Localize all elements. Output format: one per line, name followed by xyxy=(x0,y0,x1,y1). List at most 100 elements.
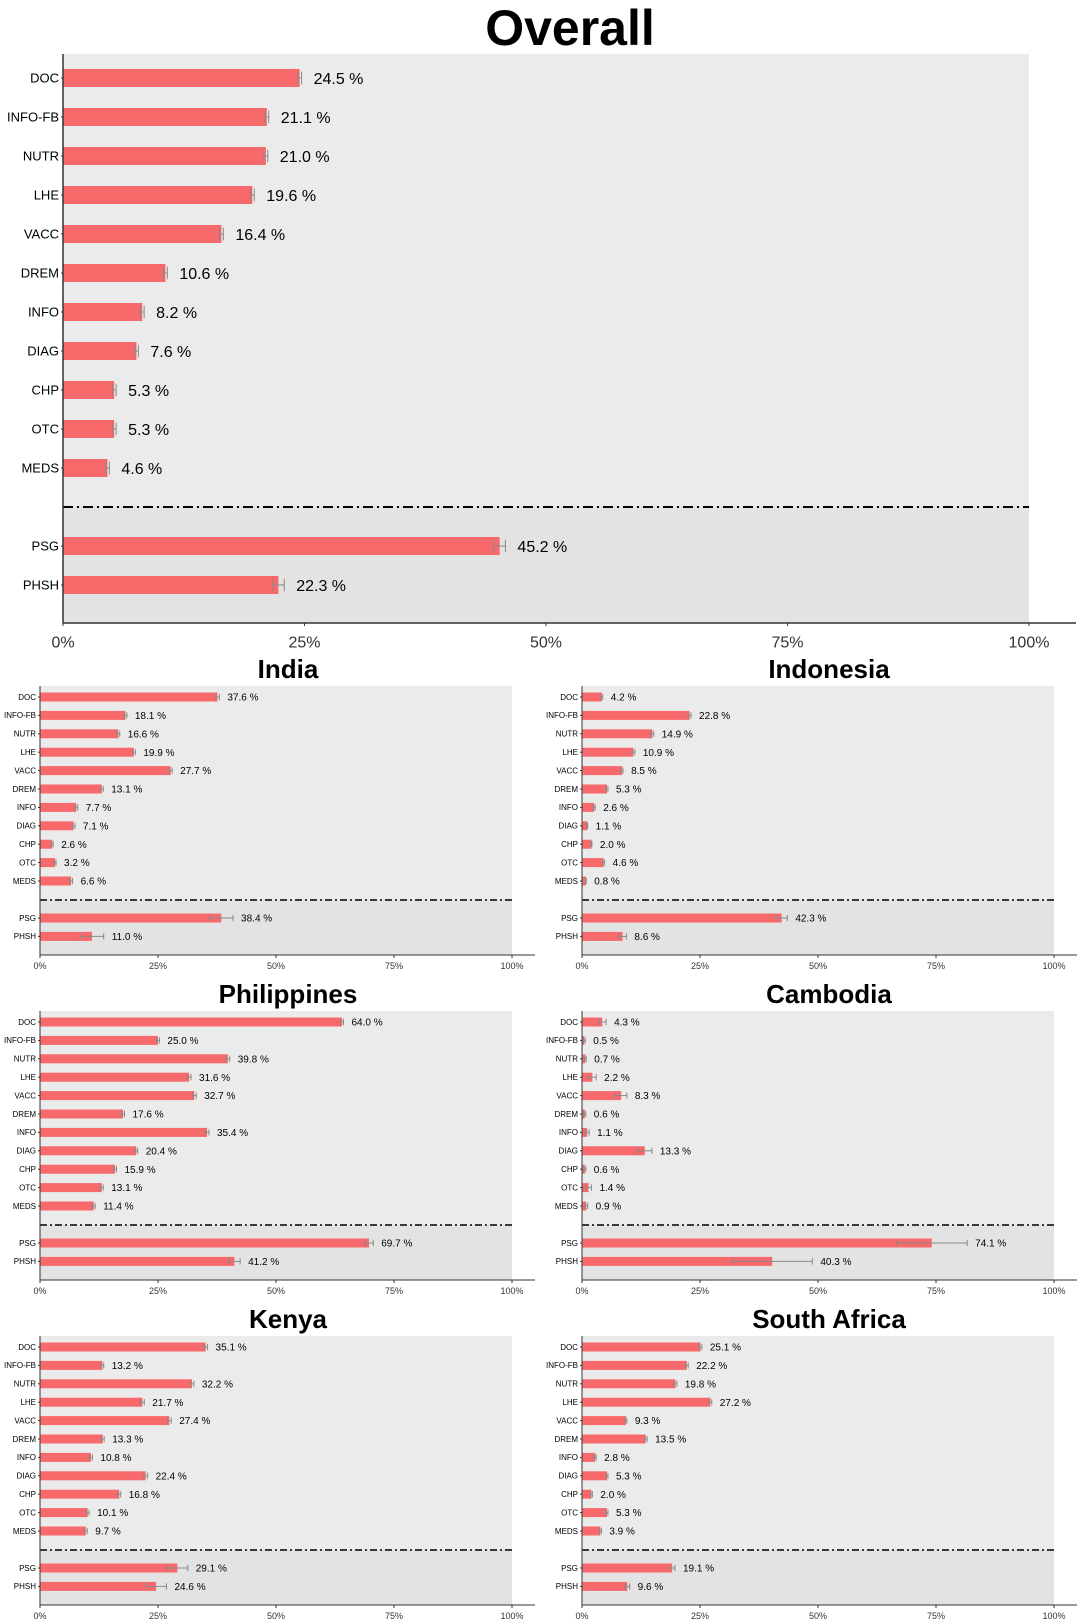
x-tick-label: 25% xyxy=(288,635,320,652)
panel-background-lower xyxy=(582,900,1054,955)
data-label: 38.4 % xyxy=(241,914,272,925)
bar xyxy=(582,1397,711,1407)
data-label: 2.6 % xyxy=(61,840,87,851)
panel-background-lower xyxy=(40,900,512,955)
chart-title: Cambodia xyxy=(766,979,892,1009)
bar xyxy=(582,839,592,849)
category-label: VACC xyxy=(14,766,36,775)
category-label: NUTR xyxy=(14,1380,36,1389)
bar xyxy=(582,1072,593,1082)
data-label: 27.2 % xyxy=(720,1398,751,1409)
data-label: 13.1 % xyxy=(111,1183,142,1194)
data-label: 1.1 % xyxy=(597,1128,623,1139)
data-label: 16.8 % xyxy=(129,1490,160,1501)
x-tick-label: 100% xyxy=(1042,961,1065,971)
x-tick-label: 25% xyxy=(691,961,709,971)
bar xyxy=(40,1379,192,1389)
data-label: 13.3 % xyxy=(660,1146,691,1157)
bar xyxy=(582,1017,603,1027)
data-label: 24.5 % xyxy=(314,71,364,88)
data-label: 40.3 % xyxy=(820,1257,851,1268)
data-label: 21.0 % xyxy=(280,149,330,166)
x-tick-label: 50% xyxy=(809,1286,827,1296)
data-label: 5.3 % xyxy=(616,785,642,796)
category-label: MEDS xyxy=(21,461,59,476)
x-tick-label: 0% xyxy=(33,961,46,971)
data-label: 8.2 % xyxy=(156,305,197,322)
bar xyxy=(582,1434,646,1444)
x-tick-label: 0% xyxy=(575,1611,588,1621)
data-label: 19.6 % xyxy=(266,188,316,205)
chart-title: Overall xyxy=(485,0,655,56)
category-label: DOC xyxy=(560,1343,578,1352)
data-label: 0.6 % xyxy=(594,1110,620,1121)
bar xyxy=(63,303,143,321)
category-label: DOC xyxy=(18,693,36,702)
data-label: 22.8 % xyxy=(699,711,730,722)
panel-background-lower xyxy=(40,1225,512,1280)
category-label: LHE xyxy=(562,1073,578,1082)
data-label: 7.1 % xyxy=(83,821,109,832)
bar xyxy=(63,225,222,243)
bar xyxy=(40,876,72,886)
category-label: INFO-FB xyxy=(7,110,59,125)
category-label: CHP xyxy=(561,1490,578,1499)
bar xyxy=(63,576,279,594)
category-label: DIAG xyxy=(27,344,59,359)
bar xyxy=(63,264,166,282)
x-tick-label: 50% xyxy=(267,961,285,971)
category-label: OTC xyxy=(561,858,578,867)
data-label: 8.6 % xyxy=(634,932,660,943)
category-label: MEDS xyxy=(555,1527,578,1536)
panel-background xyxy=(582,686,1054,900)
x-tick-label: 25% xyxy=(149,1611,167,1621)
data-label: 14.9 % xyxy=(662,729,693,740)
category-label: INFO xyxy=(28,305,59,320)
category-label: PHSH xyxy=(14,1582,36,1591)
category-label: PSG xyxy=(561,1239,578,1248)
data-label: 13.5 % xyxy=(655,1435,686,1446)
chart-panel: Philippines DOC 64.0 % INFO-FB 25.0 % NUTR 39.… xyxy=(4,979,535,1296)
category-label: VACC xyxy=(14,1091,36,1100)
bar xyxy=(582,858,604,868)
category-label: DOC xyxy=(18,1018,36,1027)
data-label: 8.3 % xyxy=(635,1091,661,1102)
category-label: OTC xyxy=(19,1183,36,1192)
bar xyxy=(40,1256,235,1266)
category-label: PSG xyxy=(32,539,59,554)
category-label: DOC xyxy=(18,1343,36,1352)
x-tick-label: 75% xyxy=(385,1286,403,1296)
data-label: 0.9 % xyxy=(596,1202,622,1213)
x-tick-label: 25% xyxy=(149,1286,167,1296)
data-label: 10.9 % xyxy=(643,748,674,759)
category-label: NUTR xyxy=(23,149,59,164)
x-tick-label: 0% xyxy=(33,1286,46,1296)
bar xyxy=(40,1017,343,1027)
x-tick-label: 75% xyxy=(927,1611,945,1621)
bar xyxy=(582,1360,687,1370)
chart-panel: Cambodia DOC 4.3 % INFO-FB 0.5 % NUTR 0.7 % LHE… xyxy=(546,979,1077,1296)
bar xyxy=(40,1183,102,1193)
data-label: 45.2 % xyxy=(517,539,567,556)
bar xyxy=(582,1416,626,1426)
category-label: DREM xyxy=(554,1110,578,1119)
data-label: 5.3 % xyxy=(128,383,169,400)
bar xyxy=(582,913,782,923)
bar xyxy=(582,1256,773,1266)
data-label: 7.7 % xyxy=(86,803,112,814)
category-label: NUTR xyxy=(556,1380,578,1389)
category-label: VACC xyxy=(556,766,578,775)
category-label: DREM xyxy=(12,785,36,794)
data-label: 2.6 % xyxy=(603,803,629,814)
data-label: 16.4 % xyxy=(235,227,285,244)
chart-title: India xyxy=(258,654,319,684)
bar xyxy=(63,147,266,165)
chart-title: South Africa xyxy=(752,1304,906,1334)
x-tick-label: 50% xyxy=(809,1611,827,1621)
bar xyxy=(63,537,500,555)
data-label: 10.1 % xyxy=(97,1508,128,1519)
category-label: DREM xyxy=(21,266,59,281)
chart-title: Indonesia xyxy=(768,654,890,684)
bar xyxy=(40,1146,137,1156)
data-label: 3.9 % xyxy=(609,1527,635,1538)
